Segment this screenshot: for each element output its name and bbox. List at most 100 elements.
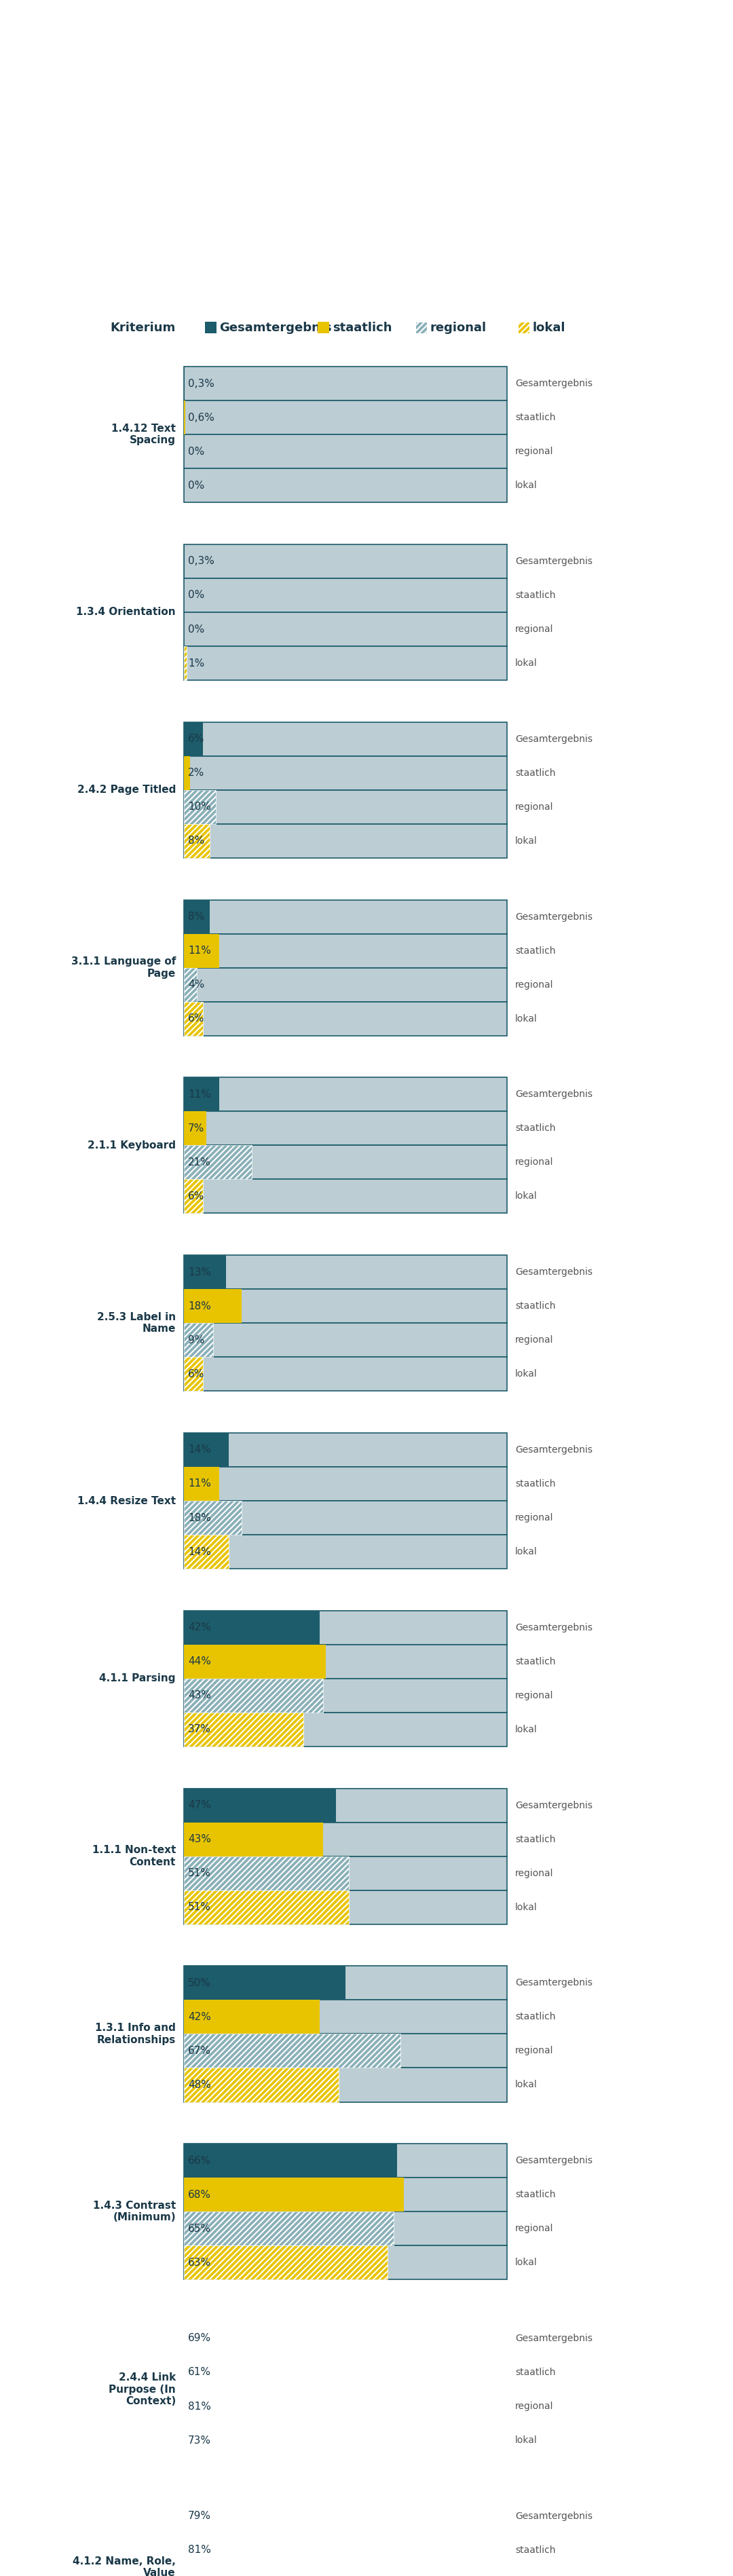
Text: Gesamtergebnis: Gesamtergebnis xyxy=(515,379,592,389)
Bar xyxy=(184,2532,446,2568)
Text: regional: regional xyxy=(515,2045,553,2056)
Bar xyxy=(184,2354,507,2391)
Text: 67%: 67% xyxy=(188,2045,211,2056)
Text: regional: regional xyxy=(515,446,553,456)
Text: 10%: 10% xyxy=(188,801,211,811)
Text: regional: regional xyxy=(515,1690,553,1700)
Text: staatlich: staatlich xyxy=(515,945,556,956)
Bar xyxy=(184,1324,213,1358)
Bar xyxy=(184,544,507,577)
Text: 43%: 43% xyxy=(188,1690,211,1700)
Bar xyxy=(184,1324,507,1358)
Text: 0,6%: 0,6% xyxy=(188,412,214,422)
Text: 0%: 0% xyxy=(188,590,205,600)
Text: 0%: 0% xyxy=(188,623,205,634)
Text: 6%: 6% xyxy=(188,734,205,744)
Text: 81%: 81% xyxy=(188,2401,211,2411)
Bar xyxy=(184,2143,397,2177)
Text: 13%: 13% xyxy=(188,1267,211,1278)
Bar xyxy=(184,1502,507,1535)
Text: 8%: 8% xyxy=(188,912,205,922)
Bar xyxy=(184,2424,420,2458)
Text: 81%: 81% xyxy=(188,2545,211,2555)
Text: 1.1.1 Non-text
Content: 1.1.1 Non-text Content xyxy=(92,1844,176,1868)
Text: 47%: 47% xyxy=(188,1801,211,1811)
Bar xyxy=(184,1146,251,1180)
Text: 0,3%: 0,3% xyxy=(188,556,214,567)
Bar xyxy=(184,1002,507,1036)
Bar xyxy=(184,2424,507,2458)
Bar xyxy=(184,2143,507,2177)
Bar xyxy=(184,899,507,933)
Bar xyxy=(184,366,507,402)
Bar xyxy=(184,1432,507,1466)
Text: staatlich: staatlich xyxy=(515,590,556,600)
Bar xyxy=(184,647,507,680)
Bar xyxy=(184,1891,349,1924)
Text: 66%: 66% xyxy=(188,2156,211,2166)
Text: 6%: 6% xyxy=(188,1012,205,1023)
Bar xyxy=(184,1713,507,1747)
Text: 61%: 61% xyxy=(188,2367,211,2378)
Text: lokal: lokal xyxy=(515,659,537,667)
Text: 4%: 4% xyxy=(188,979,205,989)
Text: Gesamtergebnis: Gesamtergebnis xyxy=(515,1267,592,1278)
Text: 18%: 18% xyxy=(188,1301,211,1311)
Bar xyxy=(184,791,507,824)
Text: Gesamtergebnis: Gesamtergebnis xyxy=(515,912,592,922)
Text: lokal: lokal xyxy=(515,1193,537,1200)
Text: regional: regional xyxy=(515,1512,553,1522)
Text: 2.1.1 Keyboard: 2.1.1 Keyboard xyxy=(87,1141,176,1151)
Text: Gesamtergebnis: Gesamtergebnis xyxy=(515,556,592,567)
Bar xyxy=(184,1110,507,1146)
Bar xyxy=(184,1788,336,1821)
Text: 18%: 18% xyxy=(188,1512,211,1522)
Text: 1%: 1% xyxy=(188,657,205,667)
Text: 1.4.4 Resize Text: 1.4.4 Resize Text xyxy=(77,1497,176,1507)
Text: Gesamtergebnis: Gesamtergebnis xyxy=(515,1801,592,1811)
Text: staatlich: staatlich xyxy=(515,1301,556,1311)
Bar xyxy=(184,1610,507,1643)
Bar xyxy=(184,2568,507,2576)
Bar xyxy=(184,1999,507,2035)
Text: 11%: 11% xyxy=(188,1090,211,1100)
Bar xyxy=(184,544,185,577)
Text: regional: regional xyxy=(515,801,553,811)
Bar xyxy=(184,755,507,791)
Text: Gesamtergebnis: Gesamtergebnis xyxy=(515,1623,592,1633)
Bar xyxy=(184,1643,326,1680)
Text: Gesamtergebnis: Gesamtergebnis xyxy=(515,2156,592,2166)
Bar xyxy=(184,435,507,469)
Text: Gesamtergebnis: Gesamtergebnis xyxy=(515,734,592,744)
Text: staatlich: staatlich xyxy=(515,2367,556,2378)
Bar xyxy=(184,2177,507,2213)
Text: staatlich: staatlich xyxy=(515,2190,556,2200)
Text: 9%: 9% xyxy=(188,1334,205,1345)
Bar xyxy=(184,969,507,1002)
Text: 65%: 65% xyxy=(188,2223,211,2233)
Text: Gesamtergebnis: Gesamtergebnis xyxy=(515,1978,592,1989)
Text: 0%: 0% xyxy=(188,446,205,456)
Bar xyxy=(184,1288,507,1324)
Text: staatlich: staatlich xyxy=(515,2545,556,2555)
Text: 51%: 51% xyxy=(188,1868,211,1878)
Text: staatlich: staatlich xyxy=(515,412,556,422)
Text: 6%: 6% xyxy=(188,1368,205,1378)
Text: lokal: lokal xyxy=(515,1726,537,1734)
Bar xyxy=(184,824,507,858)
Bar xyxy=(184,1643,507,1680)
Bar xyxy=(184,2035,507,2069)
Text: 48%: 48% xyxy=(188,2079,211,2089)
Text: 42%: 42% xyxy=(188,2012,211,2022)
Text: lokal: lokal xyxy=(515,837,537,845)
Bar xyxy=(184,2391,446,2424)
Bar xyxy=(184,1680,323,1713)
Bar xyxy=(184,1002,203,1036)
Text: regional: regional xyxy=(515,1157,553,1167)
Bar xyxy=(184,2213,507,2246)
Bar xyxy=(184,1965,345,1999)
Bar xyxy=(184,613,507,647)
Bar xyxy=(184,933,507,969)
Text: 1.4.3 Contrast
(Minimum): 1.4.3 Contrast (Minimum) xyxy=(93,2200,176,2223)
Text: staatlich: staatlich xyxy=(515,2012,556,2022)
